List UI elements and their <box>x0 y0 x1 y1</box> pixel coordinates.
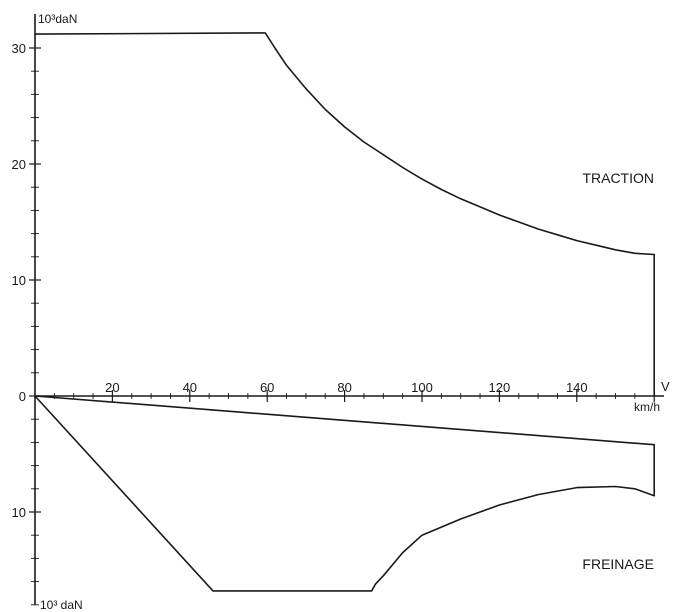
series-line-traction <box>34 32 655 396</box>
y-tick-label: 10 <box>12 273 26 288</box>
y-axis-label-bottom: 10³ daN <box>40 598 83 612</box>
x-tick-label: 140 <box>566 380 588 395</box>
y-tick-label: 0 <box>19 389 26 404</box>
annotation-freinage: FREINAGE <box>582 556 654 572</box>
x-tick-label: 120 <box>489 380 511 395</box>
x-tick-label: 80 <box>337 380 351 395</box>
x-axis-label: V <box>661 379 670 394</box>
y-tick-label: 20 <box>12 157 26 172</box>
annotation-traction: TRACTION <box>582 170 654 186</box>
x-tick-label: 20 <box>105 380 119 395</box>
axes <box>34 14 664 605</box>
y-axis-label-top: 10³daN <box>38 12 77 26</box>
y-tick-label: 30 <box>12 41 26 56</box>
tick-marks <box>29 47 655 606</box>
y-tick-label: 10 <box>12 505 26 520</box>
x-tick-label: 60 <box>260 380 274 395</box>
series-layer <box>34 32 655 592</box>
series-line-freinage <box>34 395 655 592</box>
x-axis-unit: km/h <box>634 400 660 414</box>
x-tick-label: 100 <box>411 380 433 395</box>
x-tick-label: 40 <box>183 380 197 395</box>
